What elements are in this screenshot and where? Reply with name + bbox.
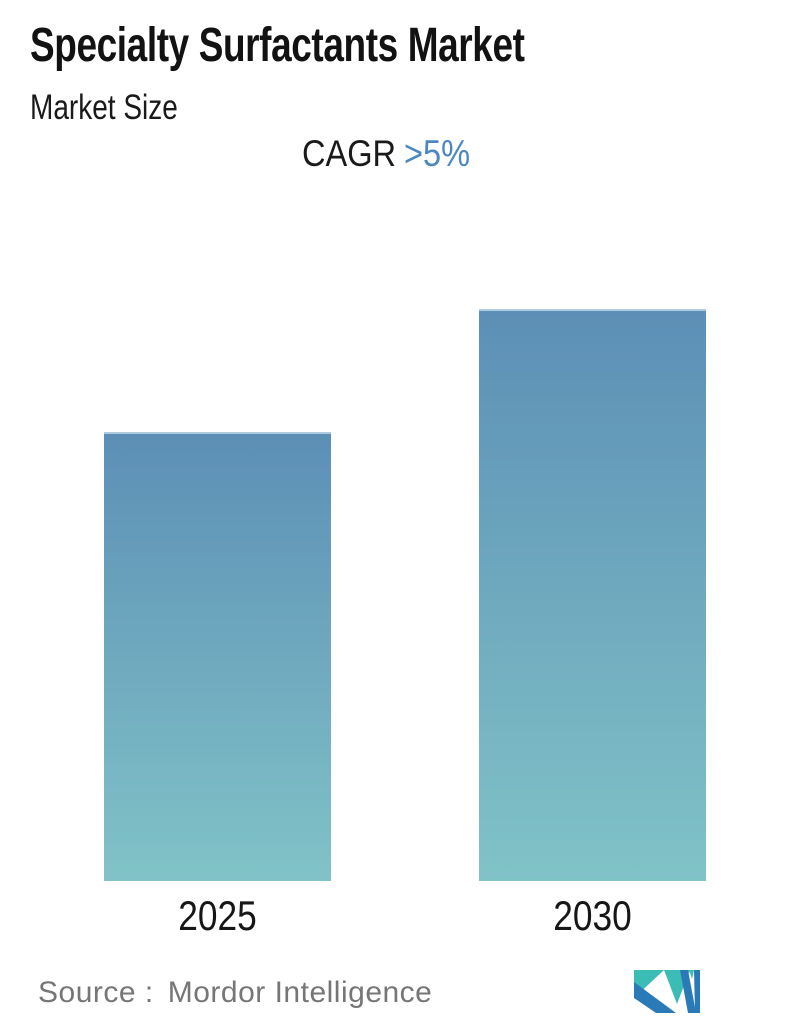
source-value: Mordor Intelligence xyxy=(167,976,433,1009)
bar-2025 xyxy=(104,432,331,881)
bar-2030 xyxy=(479,309,706,881)
x-tick-2030: 2030 xyxy=(553,892,632,939)
cagr-value: >5% xyxy=(403,133,471,174)
page-title: Specialty Surfactants Market xyxy=(30,19,525,72)
mordor-intelligence-logo xyxy=(634,970,700,1013)
source-line: Source : Mordor Intelligence xyxy=(38,978,432,1008)
source-label: Source : xyxy=(38,976,154,1009)
cagr-label: CAGR xyxy=(301,133,397,174)
cagr-annotation: CAGR >5% xyxy=(46,135,725,172)
x-tick-2025: 2025 xyxy=(178,892,257,939)
page-subtitle: Market Size xyxy=(30,88,178,127)
